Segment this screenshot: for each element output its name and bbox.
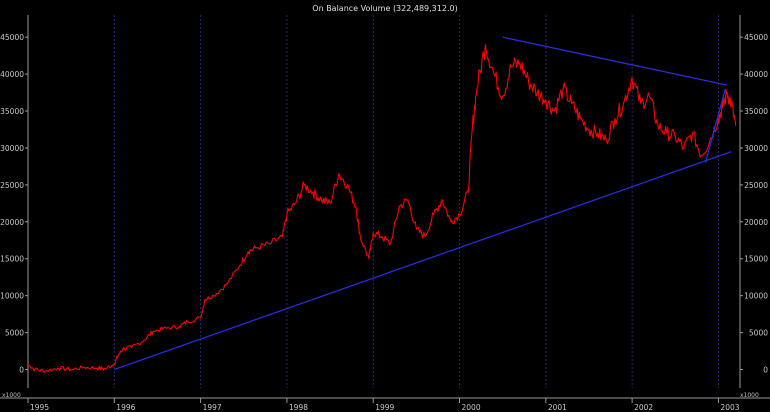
- y-tick-label-left-5000: 5000: [5, 329, 24, 338]
- y-tick-label-right-5000: 5000: [749, 329, 768, 338]
- x-tick-label-2003: 2003: [720, 403, 739, 412]
- x-tick-label-2000: 2000: [462, 403, 481, 412]
- unit-label-right: x1000: [740, 392, 759, 399]
- y-tick-label-right-25000: 25000: [744, 181, 768, 190]
- y-tick-label-left-25000: 25000: [0, 181, 24, 190]
- y-tick-label-left-45000: 45000: [0, 33, 24, 42]
- y-tick-label-left-40000: 40000: [0, 70, 24, 79]
- y-tick-label-left-35000: 35000: [0, 107, 24, 116]
- trendline-2: [502, 36, 728, 86]
- series-layer: [27, 43, 737, 374]
- x-tick-label-1997: 1997: [203, 403, 222, 412]
- y-tick-label-left-20000: 20000: [0, 218, 24, 227]
- y-tick-label-right-30000: 30000: [744, 144, 768, 153]
- y-tick-label-left-0: 0: [19, 366, 24, 375]
- tick-labels: 1995 1996 1997 1998 1999 2000 2001 2002 2003 0 0 50…: [0, 33, 768, 412]
- y-tick-label-left-15000: 15000: [0, 255, 24, 264]
- y-tick-label-right-20000: 20000: [744, 218, 768, 227]
- obv-series-line: [27, 43, 737, 374]
- y-tick-label-right-45000: 45000: [744, 33, 768, 42]
- x-tick-label-2001: 2001: [548, 403, 567, 412]
- y-tick-label-left-10000: 10000: [0, 292, 24, 301]
- y-tick-label-right-40000: 40000: [744, 70, 768, 79]
- chart-title: On Balance Volume (322,489,312.0): [312, 4, 457, 13]
- trendline-3: [704, 88, 726, 163]
- y-tick-label-left-30000: 30000: [0, 144, 24, 153]
- trendlines-layer: [114, 36, 732, 371]
- x-tick-label-1998: 1998: [289, 403, 308, 412]
- unit-label-left: x1000: [2, 392, 21, 399]
- x-tick-label-1996: 1996: [116, 403, 135, 412]
- x-tick-label-1995: 1995: [30, 403, 49, 412]
- y-tick-label-right-15000: 15000: [744, 255, 768, 264]
- y-tick-label-right-35000: 35000: [744, 107, 768, 116]
- y-tick-label-right-0: 0: [763, 366, 768, 375]
- x-tick-label-2002: 2002: [634, 403, 653, 412]
- x-tick-label-1999: 1999: [375, 403, 394, 412]
- y-tick-label-right-10000: 10000: [744, 292, 768, 301]
- trendline-1: [114, 151, 732, 371]
- axes: [0, 15, 770, 403]
